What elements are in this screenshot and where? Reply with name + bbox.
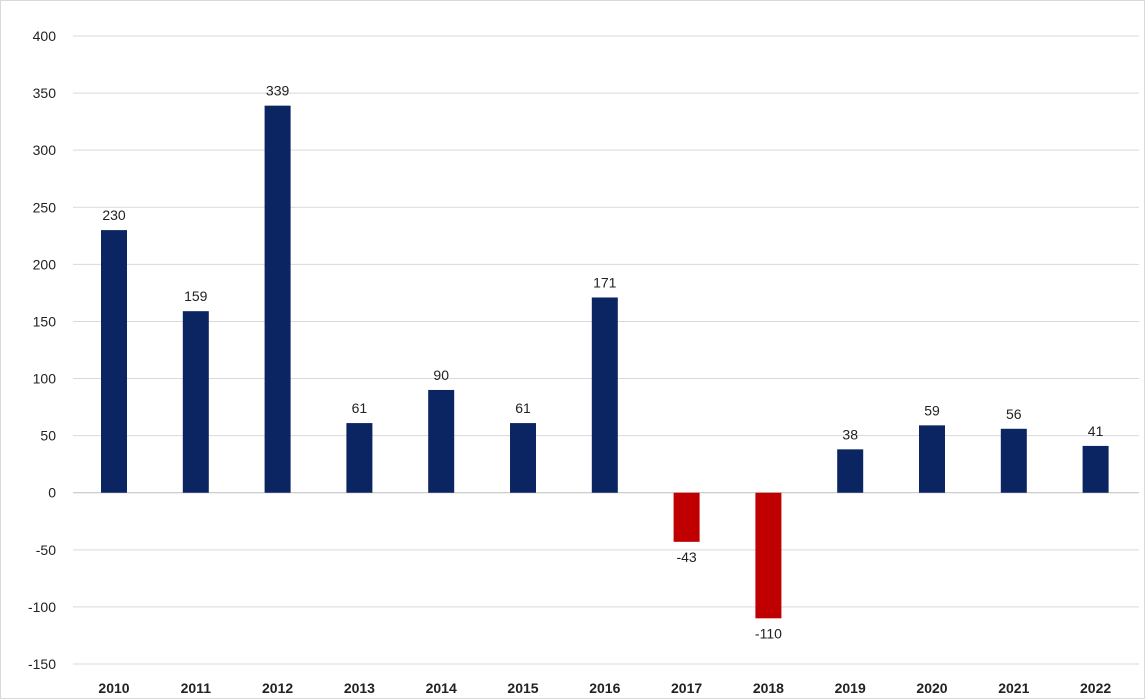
bar-2015 xyxy=(510,423,536,493)
y-tick-label: 400 xyxy=(33,28,57,44)
x-tick-label-2015: 2015 xyxy=(507,680,538,696)
y-tick-label: 0 xyxy=(48,485,56,501)
data-label-2013: 61 xyxy=(352,400,368,416)
x-tick-label-2013: 2013 xyxy=(344,680,375,696)
data-label-2016: 171 xyxy=(593,274,617,290)
x-tick-label-2016: 2016 xyxy=(589,680,620,696)
data-label-2022: 41 xyxy=(1088,423,1104,439)
data-labels: 230 159 339 61 90 61 171 -43 -110 38 59 56 41 xyxy=(102,83,1103,642)
x-tick-label-2018: 2018 xyxy=(753,680,784,696)
bar-2017 xyxy=(673,492,700,542)
bars xyxy=(101,105,1109,619)
y-tick-label: 50 xyxy=(40,428,56,444)
y-tick-label: 300 xyxy=(33,142,57,158)
bar-2010 xyxy=(101,230,127,493)
bar-2011 xyxy=(182,311,209,493)
bar-2020 xyxy=(919,425,945,493)
x-tick-label-2010: 2010 xyxy=(98,680,129,696)
data-label-2010: 230 xyxy=(102,207,126,223)
y-tick-label: 150 xyxy=(33,313,57,329)
y-tick-label: -50 xyxy=(36,542,56,558)
data-label-2011: 159 xyxy=(184,288,208,304)
bar-2018 xyxy=(755,492,782,619)
data-label-2017: -43 xyxy=(676,549,696,565)
y-tick-label: 100 xyxy=(33,371,57,387)
bar-2021 xyxy=(1000,428,1027,493)
y-tick-label: 350 xyxy=(33,85,57,101)
y-tick-label: 200 xyxy=(33,256,57,272)
x-tick-label-2012: 2012 xyxy=(262,680,293,696)
y-axis-tick-labels: 400 350 300 250 200 150 100 50 0 -50 -100 -150 xyxy=(28,28,56,672)
x-tick-label-2014: 2014 xyxy=(426,680,457,696)
x-tick-label-2020: 2020 xyxy=(916,680,947,696)
bar-2014 xyxy=(428,389,455,493)
bar-2016 xyxy=(591,297,618,493)
y-tick-label: -100 xyxy=(28,599,56,615)
x-axis-category-labels: 2010 2011 2012 2013 2014 2015 2016 2017 2018 2019… xyxy=(98,680,1111,696)
x-tick-label-2011: 2011 xyxy=(181,680,212,696)
data-label-2018: -110 xyxy=(755,625,782,641)
y-tick-label: 250 xyxy=(33,199,57,215)
data-label-2021: 56 xyxy=(1006,406,1022,422)
bar-2012 xyxy=(264,105,291,493)
x-tick-label-2019: 2019 xyxy=(835,680,866,696)
x-tick-label-2021: 2021 xyxy=(998,680,1029,696)
y-tick-label: -150 xyxy=(28,656,56,672)
data-label-2015: 61 xyxy=(515,400,531,416)
bar-2022 xyxy=(1082,445,1109,493)
bar-2013 xyxy=(346,423,373,493)
x-tick-label-2017: 2017 xyxy=(671,680,702,696)
data-label-2012: 339 xyxy=(266,83,290,99)
data-label-2020: 59 xyxy=(924,402,940,418)
data-label-2014: 90 xyxy=(433,367,449,383)
x-tick-label-2022: 2022 xyxy=(1080,680,1111,696)
data-label-2019: 38 xyxy=(842,426,858,442)
bar-2019 xyxy=(837,449,864,493)
